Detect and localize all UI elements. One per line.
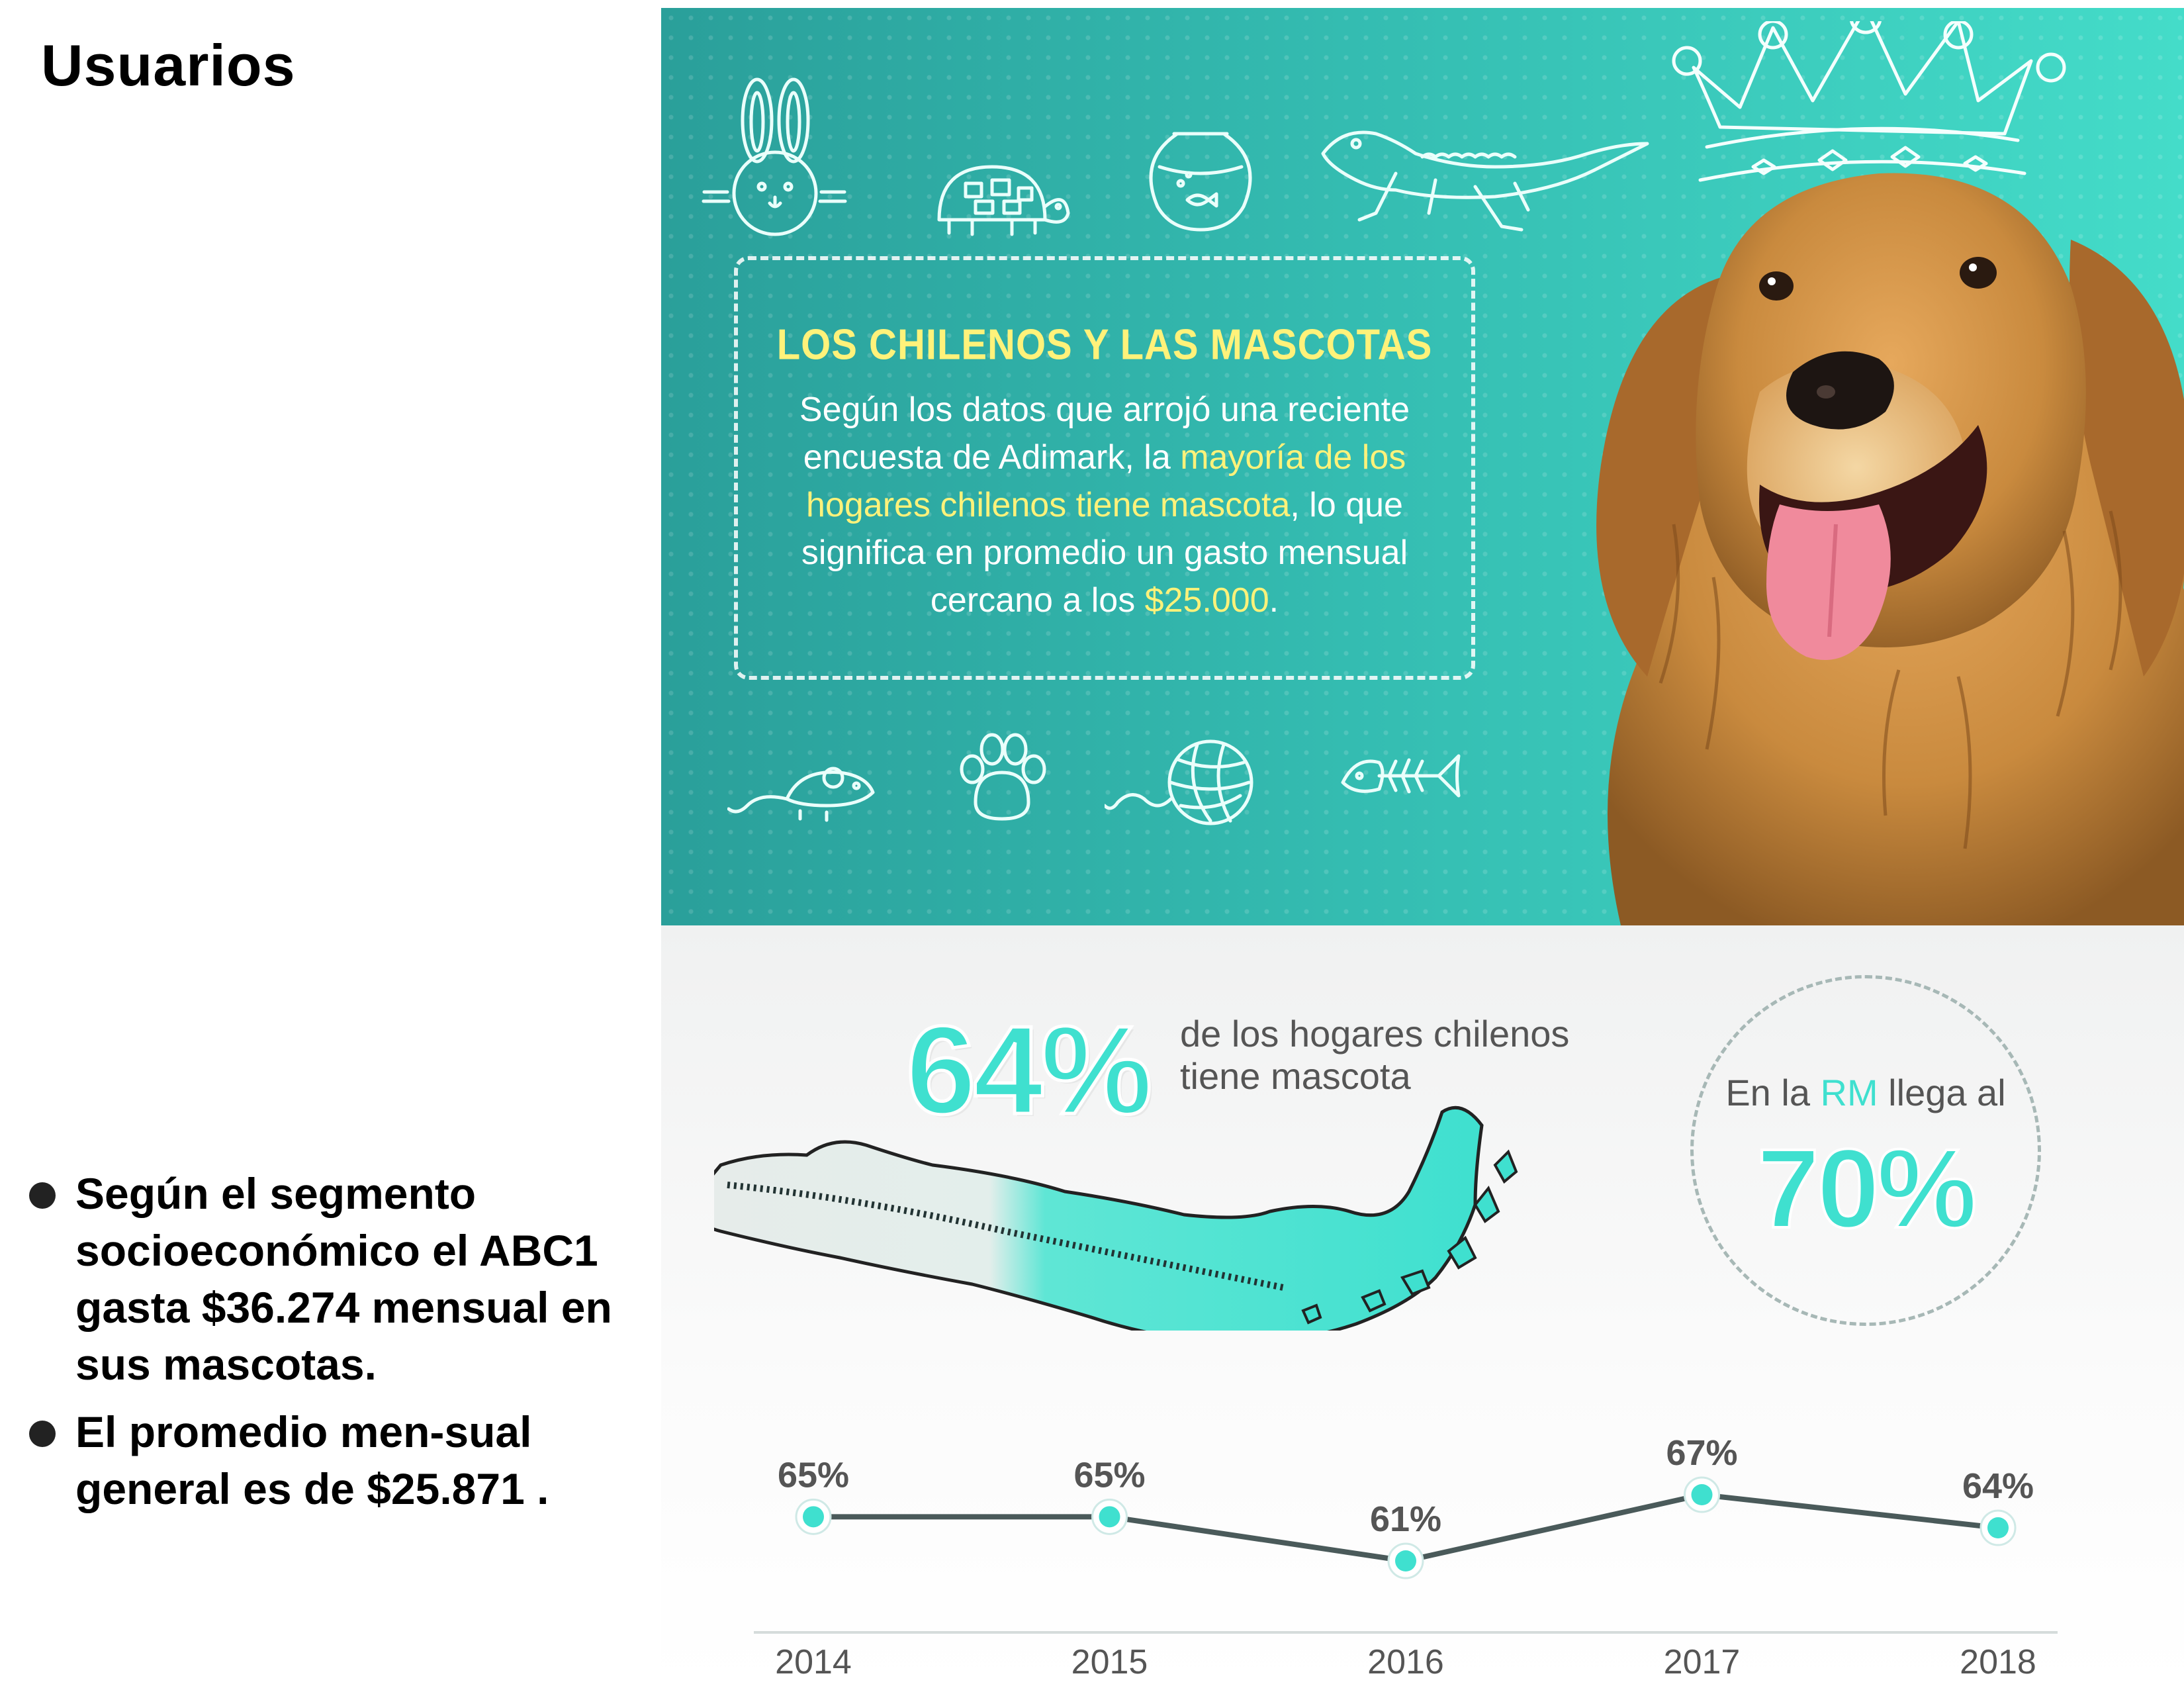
rm-region: RM bbox=[1820, 1072, 1878, 1113]
data-point bbox=[1691, 1484, 1713, 1505]
households-line-chart: 65% 2014 65% 2015 61% 2016 67% 2017 64% 2018 bbox=[754, 1433, 2058, 1681]
bullet-text: Según el segmento socioeconómico el ABC1… bbox=[75, 1169, 612, 1389]
mouse-icon bbox=[727, 767, 875, 822]
rm-stat-badge: En la RM llega al 70% bbox=[1690, 975, 2041, 1326]
x-tick-label: 2014 bbox=[775, 1643, 852, 1681]
bullet-dot-icon bbox=[29, 1421, 56, 1447]
infographic-heading: LOS CHILENOS Y LAS MASCOTAS bbox=[776, 320, 1433, 369]
data-label: 64% bbox=[1962, 1466, 2034, 1506]
yarn-ball-icon bbox=[1105, 739, 1253, 825]
data-label: 65% bbox=[778, 1455, 849, 1495]
rm-caption: En la RM llega al bbox=[1694, 1071, 2038, 1114]
dog-illustration bbox=[1596, 21, 2184, 925]
rabbit-icon bbox=[702, 77, 847, 236]
lizard-icon bbox=[1321, 130, 1649, 232]
bullet-dot-icon bbox=[29, 1182, 56, 1209]
x-tick-label: 2017 bbox=[1664, 1643, 1741, 1681]
slide-title: Usuarios bbox=[41, 32, 296, 98]
bullet-item: Según el segmento socioeconómico el ABC1… bbox=[26, 1165, 622, 1393]
data-label: 61% bbox=[1370, 1499, 1441, 1539]
bullet-list: Según el segmento socioeconómico el ABC1… bbox=[26, 1165, 622, 1528]
data-point bbox=[1099, 1506, 1120, 1528]
fish-bone-icon bbox=[1341, 754, 1461, 798]
intro-text-box: LOS CHILENOS Y LAS MASCOTAS Según los da… bbox=[734, 256, 1475, 680]
x-tick-label: 2015 bbox=[1071, 1643, 1148, 1681]
x-tick-label: 2016 bbox=[1367, 1643, 1444, 1681]
rm-percentage: 70% bbox=[1756, 1125, 1978, 1253]
intro-paragraph: Según los datos que arrojó una reciente … bbox=[764, 386, 1445, 624]
intro-text: Según los datos que arrojó una reciente … bbox=[799, 391, 1410, 477]
infographic: LOS CHILENOS Y LAS MASCOTAS Según los da… bbox=[661, 8, 2184, 1688]
rm-suffix: llega al bbox=[1878, 1072, 2006, 1113]
x-tick-label: 2018 bbox=[1960, 1643, 2036, 1681]
infographic-header-panel: LOS CHILENOS Y LAS MASCOTAS Según los da… bbox=[661, 8, 2184, 925]
fishbowl-icon bbox=[1149, 132, 1252, 232]
data-point bbox=[803, 1506, 824, 1528]
crown-icon bbox=[1672, 21, 2066, 182]
data-label: 67% bbox=[1666, 1433, 1737, 1473]
paw-print-icon bbox=[960, 733, 1046, 821]
turtle-icon bbox=[937, 165, 1070, 236]
rm-prefix: En la bbox=[1725, 1072, 1821, 1113]
bullet-text: El promedio men-sual general es de $25.8… bbox=[75, 1407, 549, 1513]
households-percentage: 64% bbox=[904, 999, 1154, 1143]
chile-map bbox=[714, 1105, 1518, 1331]
data-point bbox=[1395, 1550, 1416, 1571]
intro-highlight: mayoría de los hogares chilenos tiene ma… bbox=[806, 438, 1406, 524]
infographic-stats-panel: 64% de los hogares chilenos tiene mascot… bbox=[661, 925, 2184, 1688]
intro-text: , lo que significa en promedio un gasto … bbox=[801, 486, 1408, 620]
intro-highlight: $25.000 bbox=[1144, 581, 1269, 620]
households-caption: de los hogares chilenos tiene mascota bbox=[1180, 1013, 1570, 1097]
intro-text: . bbox=[1269, 581, 1279, 620]
bullet-item: El promedio men-sual general es de $25.8… bbox=[26, 1403, 622, 1517]
data-label: 65% bbox=[1073, 1455, 1145, 1495]
data-point bbox=[1987, 1517, 2009, 1538]
